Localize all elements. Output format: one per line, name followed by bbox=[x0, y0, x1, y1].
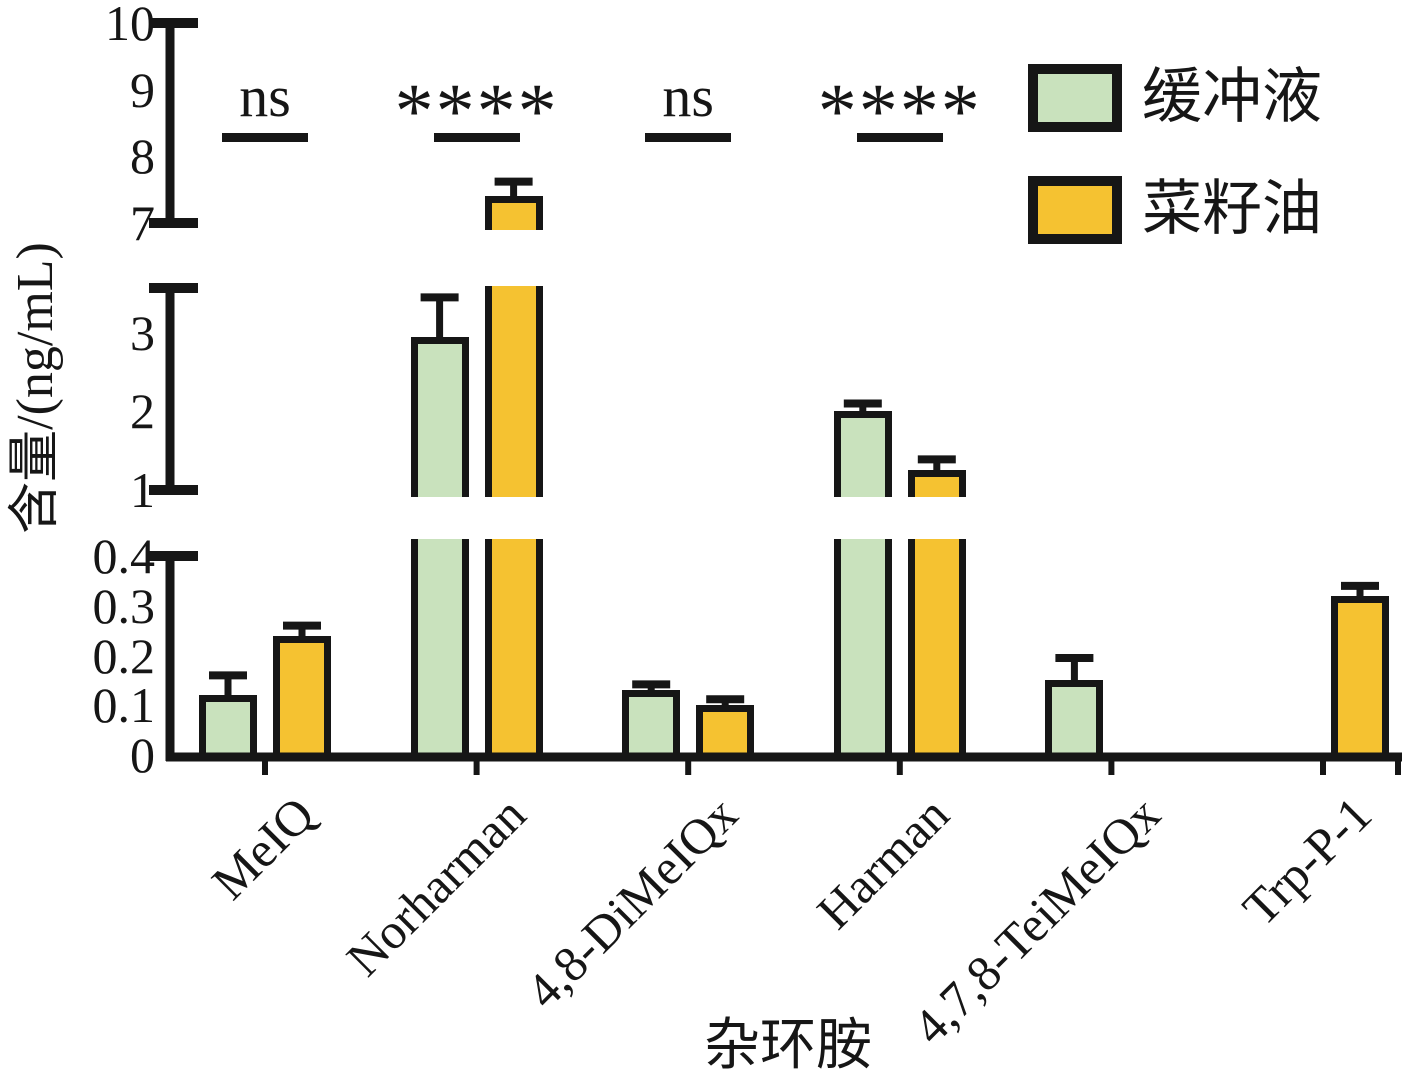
bar-oil-Norharman bbox=[484, 196, 543, 761]
y-axis-title: 含量/(ng/mL) bbox=[7, 242, 64, 534]
y-tick-label: 0.3 bbox=[92, 577, 156, 634]
significance-label: ns bbox=[662, 64, 714, 129]
significance-line bbox=[856, 133, 943, 142]
y-tick-label: 0.2 bbox=[92, 627, 156, 684]
bar-buffer-4,8-DiMeIQx bbox=[622, 690, 681, 761]
x-tick-label-4,8-DiMeIQx: 4,8-DiMeIQx bbox=[514, 785, 748, 1019]
bar-buffer-MeIQ bbox=[199, 695, 257, 761]
y-tick-label: 8 bbox=[130, 128, 155, 185]
x-tick-label-MeIQ: MeIQ bbox=[200, 785, 325, 910]
y-tick-label: 0.1 bbox=[92, 677, 156, 734]
x-tick-label-Harman: Harman bbox=[805, 785, 960, 940]
bar-buffer-Norharman bbox=[410, 336, 469, 761]
y-tick-label: 9 bbox=[130, 61, 155, 118]
y-tick-label: 7 bbox=[130, 195, 155, 251]
y-tick-label: 0 bbox=[130, 727, 155, 783]
y-tick-label: 3 bbox=[130, 304, 155, 361]
x-tick-label-Trp-P-1: Trp-P-1 bbox=[1232, 785, 1383, 937]
significance-label: ns bbox=[239, 64, 291, 129]
significance-label: **** bbox=[817, 67, 982, 154]
y-tick-label: 2 bbox=[130, 383, 155, 440]
y-tick-label: 0.4 bbox=[92, 528, 156, 584]
significance-line bbox=[645, 133, 732, 142]
y-tick-label: 1 bbox=[130, 462, 155, 518]
significance-line bbox=[433, 133, 520, 142]
legend-swatch-oil bbox=[1028, 176, 1122, 244]
y-tick-label: 10 bbox=[105, 0, 155, 51]
axis-break-band-lower bbox=[180, 497, 1404, 539]
axis-break-band-upper bbox=[180, 230, 1404, 286]
significance-line bbox=[222, 133, 308, 142]
bar-buffer-Harman bbox=[833, 411, 892, 761]
legend-swatch-buffer bbox=[1028, 64, 1122, 132]
bar-buffer-4,7,8-TeiMeIQx bbox=[1045, 680, 1104, 761]
legend-label-oil: 菜籽油 bbox=[1142, 176, 1322, 242]
legend-label-buffer: 缓冲液 bbox=[1142, 64, 1322, 130]
bar-oil-MeIQ bbox=[273, 635, 331, 761]
bar-oil-Trp-P-1 bbox=[1331, 595, 1389, 761]
x-tick-label-Norharman: Norharman bbox=[335, 785, 537, 987]
significance-label: **** bbox=[394, 67, 559, 154]
x-axis-title: 杂环胺 bbox=[704, 1015, 872, 1077]
bar-oil-4,8-DiMeIQx bbox=[696, 705, 755, 761]
